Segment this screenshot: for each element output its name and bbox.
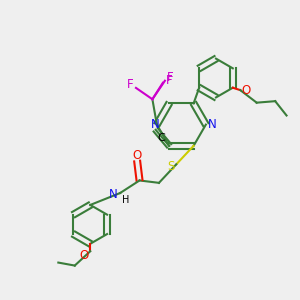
Text: S: S (167, 160, 175, 173)
Text: N: N (151, 118, 160, 131)
Text: C: C (157, 133, 165, 143)
Text: F: F (167, 71, 174, 84)
Text: F: F (127, 78, 133, 92)
Text: H: H (122, 195, 129, 205)
Text: F: F (166, 74, 172, 87)
Text: N: N (208, 118, 217, 131)
Text: O: O (133, 148, 142, 162)
Text: O: O (242, 84, 251, 97)
Text: N: N (109, 188, 118, 201)
Text: O: O (80, 249, 89, 262)
